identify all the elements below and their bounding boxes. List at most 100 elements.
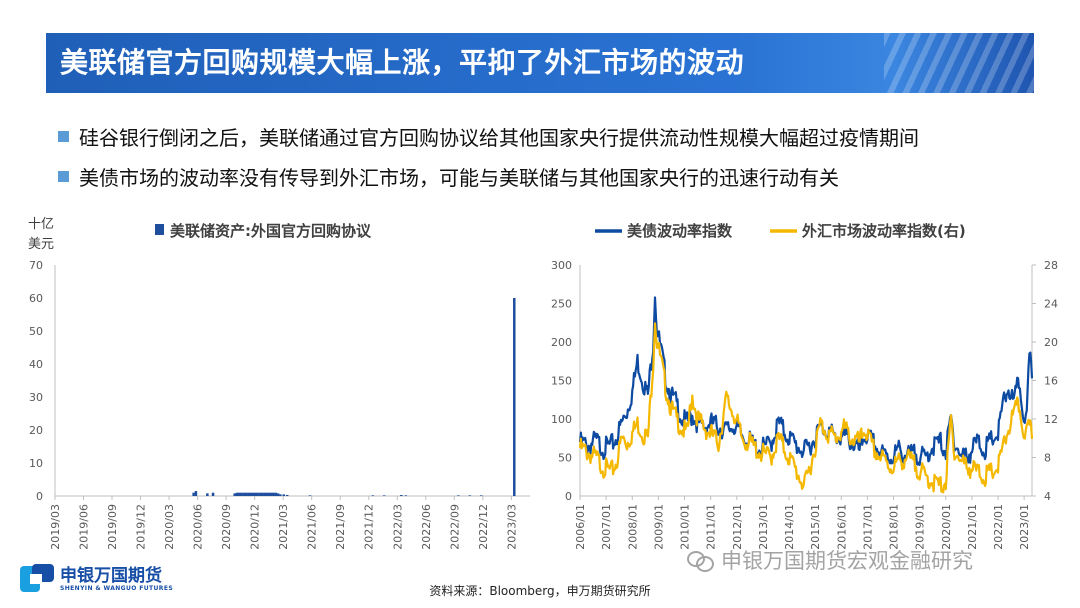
legend-label: 外汇市场波动率指数(右) (801, 222, 966, 240)
bar (192, 492, 195, 496)
y-tick-label: 60 (29, 292, 43, 305)
watermark: 申银万国期货宏观金融研究 (687, 545, 973, 575)
x-tick-label: 2014/01 (783, 504, 796, 550)
x-tick-label: 2017/01 (861, 504, 874, 550)
x-tick-label: 2023/03 (505, 504, 518, 550)
x-tick-label: 2016/01 (835, 504, 848, 550)
legend-swatch (155, 224, 164, 235)
company-logo: 申银万国期货 SHENYIN & WANGUO FUTURES (20, 564, 173, 594)
bar (258, 492, 262, 496)
bar (282, 494, 286, 496)
bar (254, 492, 257, 496)
x-tick-label: 2021/06 (306, 504, 319, 550)
bar (249, 492, 252, 496)
bar (308, 495, 312, 496)
y-right-tick-label: 28 (1044, 259, 1058, 272)
y-tick-label: 300 (551, 259, 572, 272)
x-tick-label: 2011/01 (705, 504, 718, 550)
bullet-text: 硅谷银行倒闭之后，美联储通过官方回购协议给其他国家央行提供流动性规模大幅超过疫情… (79, 125, 919, 150)
x-tick-label: 2019/03 (49, 504, 62, 550)
x-tick-label: 2021/03 (277, 504, 290, 550)
title-stripe-decoration (884, 33, 1034, 93)
bar (240, 492, 243, 496)
page-title: 美联储官方回购规模大幅上涨，平抑了外汇市场的波动 (60, 46, 745, 79)
x-tick-label: 2018/01 (888, 504, 901, 550)
y-tick-label: 30 (29, 391, 43, 404)
x-tick-label: 2022/09 (448, 504, 461, 550)
x-tick-label: 2010/01 (679, 504, 692, 550)
y-right-tick-label: 24 (1044, 298, 1058, 311)
y-unit-label: 十亿 (28, 217, 54, 232)
bullet-list: 硅谷银行倒闭之后，美联储通过官方回购协议给其他国家央行提供流动性规模大幅超过疫情… (58, 116, 919, 196)
series-line-fx-volatility (578, 322, 1034, 494)
bar (238, 492, 241, 496)
bullet-item: 硅谷银行倒闭之后，美联储通过官方回购协议给其他国家央行提供流动性规模大幅超过疫情… (58, 116, 919, 156)
x-tick-label: 2020/12 (249, 504, 262, 550)
x-tick-label: 2019/06 (77, 504, 90, 550)
bar (256, 492, 259, 496)
legend-label: 美债波动率指数 (627, 222, 733, 240)
title-bar: 美联储官方回购规模大幅上涨，平抑了外汇市场的波动 (46, 33, 1034, 93)
y-tick-label: 40 (29, 358, 43, 371)
bar (382, 495, 386, 496)
x-tick-label: 2021/12 (363, 504, 376, 550)
x-tick-label: 2021/09 (334, 504, 347, 550)
bar (233, 493, 236, 496)
bar (265, 492, 268, 496)
bar (513, 298, 516, 496)
x-tick-label: 2021/01 (966, 504, 979, 550)
bar (269, 492, 273, 496)
x-tick-label: 2022/03 (391, 504, 404, 550)
logo-name-cn: 申银万国期货 (60, 565, 162, 586)
x-tick-label: 2006/01 (574, 504, 587, 550)
bar (272, 492, 275, 496)
bar (194, 491, 198, 496)
x-tick-label: 2019/09 (106, 504, 119, 550)
x-tick-label: 2013/01 (757, 504, 770, 550)
y-tick-label: 200 (551, 336, 572, 349)
x-tick-label: 2023/01 (1018, 504, 1031, 550)
bar (274, 492, 278, 496)
source-note: 资料来源：Bloomberg，申万期货研究所 (429, 584, 651, 598)
x-tick-label: 2015/01 (809, 504, 822, 550)
y-right-tick-label: 12 (1044, 413, 1058, 426)
bar (251, 492, 255, 496)
x-tick-label: 2012/01 (731, 504, 744, 550)
x-tick-label: 2020/01 (940, 504, 953, 550)
bar (267, 492, 271, 496)
bar (285, 495, 289, 496)
y-tick-label: 50 (558, 452, 572, 465)
bar (400, 495, 403, 496)
x-tick-label: 2022/01 (992, 504, 1005, 550)
bullet-square-icon (58, 170, 69, 182)
y-tick-label: 20 (29, 424, 43, 437)
bar (263, 492, 266, 496)
wechat-icon (687, 549, 715, 572)
y-tick-label: 70 (29, 259, 43, 272)
y-right-tick-label: 8 (1044, 452, 1051, 465)
logo-mark-icon (20, 564, 54, 594)
y-tick-label: 250 (551, 298, 572, 311)
bar (206, 493, 209, 496)
x-tick-label: 2007/01 (600, 504, 613, 550)
legend-label: 美联储资产:外国官方回购协议 (170, 222, 372, 240)
x-tick-label: 2020/09 (220, 504, 233, 550)
logo-name-en: SHENYIN & WANGUO FUTURES (60, 584, 174, 592)
bar (235, 492, 239, 496)
y-right-tick-label: 16 (1044, 375, 1058, 388)
bar (404, 495, 408, 496)
y-tick-label: 10 (29, 457, 43, 470)
bar (211, 492, 215, 496)
watermark-text: 申银万国期货宏观金融研究 (721, 549, 973, 573)
bullet-item: 美债市场的波动率没有传导到外汇市场，可能与美联储与其他国家央行的迅速行动有关 (58, 156, 919, 196)
x-tick-label: 2020/06 (192, 504, 205, 550)
y-right-tick-label: 20 (1044, 336, 1058, 349)
bar (457, 495, 460, 496)
bar (260, 492, 264, 496)
y-tick-label: 0 (36, 490, 43, 503)
x-tick-label: 2008/01 (626, 504, 639, 550)
x-tick-label: 2019/12 (135, 504, 148, 550)
bar (468, 495, 472, 496)
bullet-square-icon (58, 130, 69, 142)
